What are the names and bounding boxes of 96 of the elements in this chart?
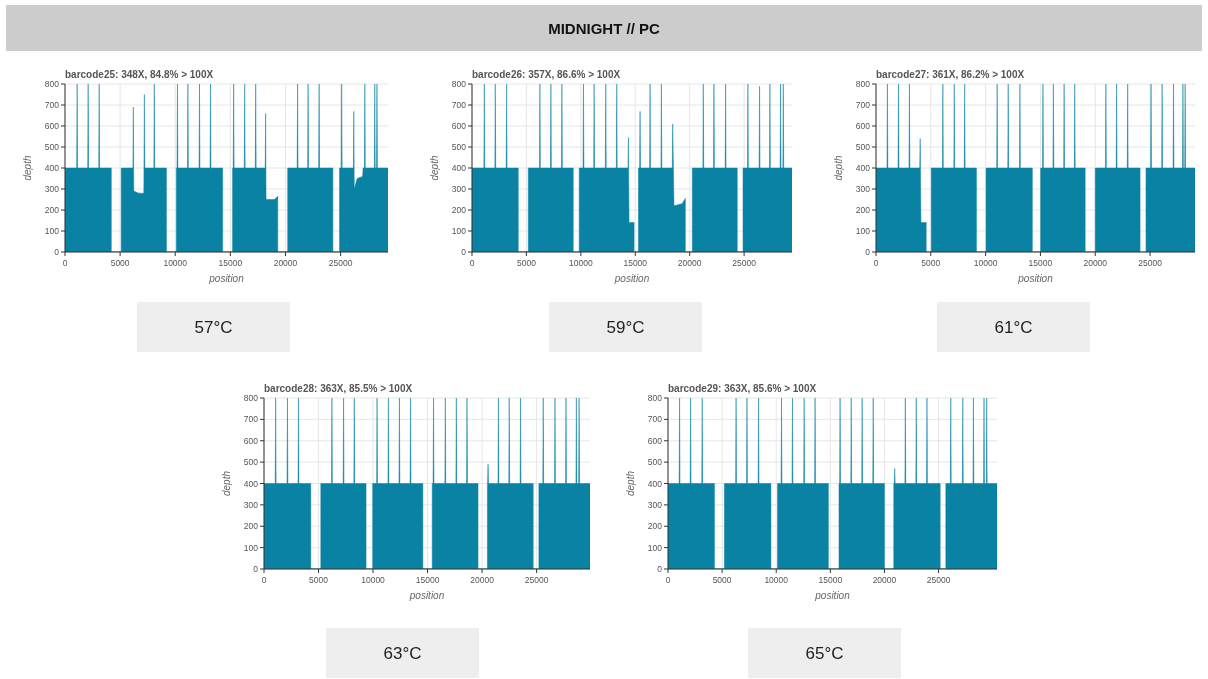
x-tick-label: 10000 [163, 258, 188, 268]
chart-title: barcode29: 363X, 85.6% > 100X [668, 383, 817, 394]
y-tick-label: 700 [647, 414, 663, 425]
y-tick-label: 100 [451, 226, 467, 236]
y-tick-label: 300 [243, 499, 259, 510]
x-tick-label: 5000 [712, 575, 732, 585]
x-tick-label: 5000 [516, 258, 537, 268]
y-axis-title: depth [429, 155, 440, 181]
chart-title: barcode25: 348X, 84.8% > 100X [65, 69, 214, 80]
x-tick-label: 10000 [764, 575, 789, 585]
y-tick-label: 0 [54, 247, 60, 257]
text: 65°C [805, 644, 844, 663]
x-tick-label: 0 [62, 258, 68, 268]
x-tick-label: 25000 [1138, 258, 1163, 268]
x-tick-label: 5000 [110, 258, 130, 268]
y-tick-label: 800 [647, 393, 663, 403]
y-tick-label: 800 [243, 393, 259, 403]
y-tick-label: 700 [855, 100, 871, 110]
x-tick-label: 20000 [470, 575, 495, 585]
y-tick-label: 500 [451, 142, 467, 152]
y-tick-label: 700 [243, 414, 259, 425]
text: 59°C [606, 318, 645, 337]
y-tick-label: 700 [44, 100, 60, 110]
x-axis-title: position [613, 273, 650, 284]
x-tick-label: 0 [665, 575, 671, 585]
chart-title: barcode27: 361X, 86.2% > 100X [876, 69, 1025, 80]
y-tick-label: 200 [451, 205, 467, 215]
y-tick-label: 400 [855, 163, 871, 173]
x-tick-label: 25000 [926, 575, 951, 585]
y-tick-label: 0 [865, 247, 871, 257]
chart-title: barcode28: 363X, 85.5% > 100X [264, 383, 413, 394]
text: 63°C [383, 644, 422, 663]
y-tick-label: 100 [243, 542, 259, 553]
y-axis-title: depth [625, 470, 636, 497]
text: 57°C [194, 318, 233, 337]
y-tick-label: 400 [647, 478, 663, 489]
y-tick-label: 500 [855, 142, 871, 152]
y-tick-label: 100 [855, 226, 871, 236]
x-tick-label: 25000 [732, 258, 757, 268]
y-tick-label: 100 [647, 542, 663, 553]
x-tick-label: 5000 [921, 258, 941, 268]
y-tick-label: 200 [44, 205, 60, 215]
y-tick-label: 0 [657, 564, 663, 574]
x-tick-label: 10000 [973, 258, 998, 268]
x-tick-label: 15000 [415, 575, 440, 585]
x-tick-label: 5000 [309, 575, 329, 585]
y-axis-title: depth [22, 155, 33, 181]
y-tick-label: 600 [855, 121, 871, 131]
y-tick-label: 600 [243, 435, 259, 446]
x-tick-label: 15000 [623, 258, 648, 268]
y-tick-label: 800 [44, 79, 60, 89]
y-tick-label: 200 [647, 521, 663, 532]
y-tick-label: 200 [855, 205, 871, 215]
x-tick-label: 10000 [361, 575, 386, 585]
y-tick-label: 300 [44, 184, 60, 194]
x-tick-label: 20000 [273, 258, 298, 268]
x-tick-label: 0 [469, 258, 475, 268]
y-tick-label: 600 [44, 121, 60, 131]
y-tick-label: 100 [44, 226, 60, 236]
y-tick-label: 400 [243, 478, 259, 489]
y-tick-label: 200 [243, 521, 259, 532]
x-tick-label: 15000 [1028, 258, 1053, 268]
y-tick-label: 600 [451, 121, 467, 131]
y-tick-label: 700 [451, 100, 467, 110]
y-tick-label: 300 [855, 184, 871, 194]
x-tick-label: 15000 [218, 258, 243, 268]
x-axis-title: position [408, 590, 445, 601]
text: MIDNIGHT // PC [548, 20, 660, 37]
x-tick-label: 10000 [569, 258, 593, 268]
y-tick-label: 800 [451, 79, 467, 89]
y-axis-title: depth [221, 470, 232, 497]
x-tick-label: 20000 [677, 258, 702, 268]
x-tick-label: 20000 [872, 575, 897, 585]
y-tick-label: 400 [451, 163, 467, 173]
x-axis-title: position [814, 590, 851, 601]
x-tick-label: 0 [873, 258, 879, 268]
y-tick-label: 300 [451, 184, 467, 194]
y-axis-title: depth [833, 155, 844, 181]
x-tick-label: 15000 [818, 575, 843, 585]
y-tick-label: 500 [243, 457, 259, 468]
chart-title: barcode26: 357X, 86.6% > 100X [472, 69, 621, 80]
x-tick-label: 25000 [524, 575, 549, 585]
y-tick-label: 0 [461, 247, 467, 257]
x-tick-label: 0 [261, 575, 267, 585]
y-tick-label: 0 [253, 564, 259, 574]
y-tick-label: 600 [647, 435, 663, 446]
y-tick-label: 300 [647, 499, 663, 510]
y-tick-label: 800 [855, 79, 871, 89]
x-tick-label: 25000 [328, 258, 353, 268]
x-axis-title: position [1017, 273, 1054, 284]
y-tick-label: 500 [647, 457, 663, 468]
y-tick-label: 400 [44, 163, 60, 173]
x-tick-label: 20000 [1083, 258, 1108, 268]
x-axis-title: position [208, 273, 245, 284]
y-tick-label: 500 [44, 142, 60, 152]
text: 61°C [994, 318, 1033, 337]
